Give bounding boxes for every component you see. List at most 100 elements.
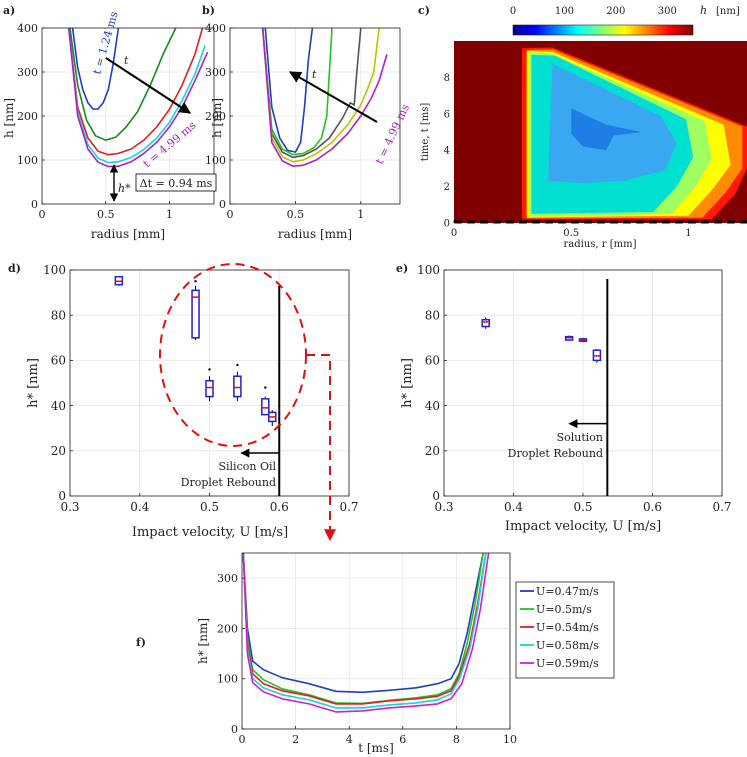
- panel-a-xtick-label: 0.5: [97, 208, 115, 221]
- panel-d-threshold-label-2: Droplet Rebound: [181, 476, 276, 489]
- panel-e-xtick-label: 0.7: [712, 500, 731, 514]
- panel-f-legend-label-4: U=0.59m/s: [536, 657, 599, 670]
- panel-b-ylabel: h [nm]: [210, 98, 224, 138]
- panel-b-xtick-label: 0.5: [287, 208, 305, 221]
- panel-d-xtick-label: 0.5: [200, 500, 219, 514]
- panel-d-box-outlier-1-0: [194, 280, 197, 283]
- panel-d-ylabel: h* [nm]: [26, 358, 41, 408]
- panel-f-legend: U=0.47m/s U=0.5m/s U=0.54m/s U=0.58m/s U=0.5…: [515, 581, 615, 679]
- panel-f-ytick-label: 300: [217, 572, 238, 585]
- panel-d-box-1: [191, 289, 200, 339]
- panel-d-box-chart: d) 0.3 0.4 0.5 0.6 0.7 0 20 40 60 80 100 Impact ve…: [8, 262, 359, 542]
- panel-e-ytick-label: 100: [417, 263, 440, 277]
- panel-c-colorbar-label: h: [700, 4, 707, 17]
- panel-c-colorbar-tick-label: 300: [658, 6, 677, 17]
- panel-a-delta-t-label: Δt = 0.94 ms: [140, 177, 213, 190]
- panel-e-ylabel: h* [nm]: [400, 358, 415, 408]
- panel-e-ytick-label: 80: [425, 308, 440, 322]
- panel-f-xtick-label: 4: [346, 733, 353, 746]
- panel-d-ytick-label: 80: [51, 308, 66, 322]
- panel-a-series-line-2: [68, 28, 204, 156]
- panel-f-series-line-0: [242, 553, 484, 694]
- panel-c-ytick-label: 6: [444, 109, 450, 120]
- panel-d-box-outlier-2-0: [208, 368, 211, 371]
- panel-f-ytick-label: 0: [231, 723, 238, 736]
- panel-c-colorbar-tick-label: 200: [606, 6, 625, 17]
- panel-d-ytick-label: 100: [43, 263, 66, 277]
- panel-b-series-line-4: [261, 28, 388, 167]
- panel-e-ytick-label: 40: [425, 399, 440, 413]
- panel-c-contour-5: [547, 63, 677, 183]
- panel-c-contour-6: [571, 108, 642, 151]
- panel-f-xtick-label: 2: [292, 733, 299, 746]
- panel-c-colorbar: [512, 24, 694, 36]
- panel-f-ytick-label: 200: [217, 622, 238, 635]
- panel-d-ytick-label: 20: [51, 444, 66, 458]
- panel-a-xtick-label: 1: [166, 208, 173, 221]
- panel-f-ylabel: h* [nm]: [196, 618, 210, 664]
- panel-e-ytick-label: 20: [425, 444, 440, 458]
- panel-b-series-line-0: [264, 28, 314, 153]
- panel-c-heatmap: c) 0 100 200 300 h [nm] 0 0.5 1 0 2 4 6 8 radius, …: [418, 4, 747, 250]
- panel-b-series-line-1: [261, 28, 333, 156]
- panel-e-label: e): [396, 262, 408, 275]
- panel-a-time-arrow: [105, 57, 192, 114]
- panel-a-series-line-0: [71, 28, 120, 110]
- panel-e-ytick-label: 0: [432, 489, 440, 503]
- panel-c-ytick-label: 0: [444, 219, 450, 230]
- panel-c-ytick-label: 2: [444, 182, 450, 193]
- panel-b-label: b): [202, 4, 215, 17]
- panel-b-ytick-label: 300: [205, 66, 226, 79]
- panel-c-colorbar-tick-label: 0: [510, 6, 516, 17]
- panel-c-colorbar-unit: [nm]: [716, 6, 740, 17]
- panel-e-xlabel: Impact velocity, U [m/s]: [505, 519, 661, 534]
- panel-c-xtick-label: 1: [685, 228, 691, 239]
- panel-d-xtick-label: 0.3: [60, 500, 79, 514]
- panel-b-series-line-2: [261, 28, 362, 159]
- panel-a-xlabel: radius [mm]: [91, 227, 165, 241]
- panel-e-xtick-label: 0.5: [573, 500, 592, 514]
- panel-f-series-line-3: [242, 553, 487, 709]
- panel-b-xtick-label: 0: [227, 208, 234, 221]
- panel-d-threshold-label-1: Silicon Oil: [218, 460, 276, 473]
- panel-f-label: f): [136, 636, 146, 649]
- panel-d-box-2: [205, 379, 214, 398]
- panel-a-series-line-3: [68, 28, 206, 164]
- panel-f-xtick-label: 0: [239, 733, 246, 746]
- panel-d-to-f-arrow: [306, 354, 336, 542]
- panel-d-xtick-label: 0.7: [339, 500, 358, 514]
- panel-c-colorbar-tick-label: 100: [555, 6, 574, 17]
- panel-c-xtick-label: 0: [451, 228, 457, 239]
- panel-a-series-line-1: [69, 28, 177, 141]
- panel-d-label: d): [8, 262, 21, 275]
- panel-f-axes-frame: [241, 552, 511, 730]
- panel-b-ytick-label: 100: [205, 154, 226, 167]
- panel-d-ytick-label: 40: [51, 399, 66, 413]
- panel-f-legend-label-0: U=0.47m/s: [536, 585, 599, 598]
- panel-b-ytick-label: 400: [205, 22, 226, 35]
- panel-d-ytick-label: 0: [58, 489, 66, 503]
- panel-a-hstar-label: h*: [118, 182, 131, 195]
- panel-f-xtick-label: 8: [453, 733, 460, 746]
- panel-a-ytick-label: 300: [17, 66, 38, 79]
- panel-a-xtick-label: 0: [39, 208, 46, 221]
- panel-c-ytick-label: 4: [444, 146, 450, 157]
- panel-a-arrow-label: t: [124, 54, 129, 67]
- panel-a-delta-t-box: [135, 173, 217, 192]
- panel-e-ytick-label: 60: [425, 354, 440, 368]
- panel-e-threshold-label-2: Droplet Rebound: [508, 447, 603, 460]
- panel-b-line-chart: b) 0 0.5 1 0 100 200 300 400 radius [mm] h [nm]…: [202, 4, 412, 241]
- panel-a-ylabel: h [nm]: [2, 98, 16, 138]
- panel-b-xtick-label: 1: [357, 208, 364, 221]
- panel-c-ytick-label: 8: [444, 73, 450, 84]
- panel-e-threshold-label-1: Solution: [557, 431, 603, 444]
- panel-c-xlabel: radius, r [mm]: [564, 239, 637, 250]
- panel-d-box-outlier-4-0: [264, 386, 267, 389]
- panel-b-ytick-label: 200: [205, 110, 226, 123]
- panel-f-legend-label-1: U=0.5m/s: [536, 603, 592, 616]
- panel-f-legend-label-3: U=0.58m/s: [536, 639, 599, 652]
- panel-c-label: c): [418, 4, 430, 17]
- panel-d-box-3: [233, 375, 242, 398]
- panel-b-ytick-label: 0: [219, 198, 226, 211]
